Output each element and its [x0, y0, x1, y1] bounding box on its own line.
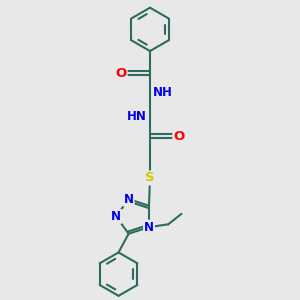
- Text: O: O: [116, 67, 127, 80]
- Text: S: S: [145, 172, 155, 184]
- Text: NH: NH: [153, 86, 173, 99]
- Text: HN: HN: [127, 110, 147, 123]
- Text: N: N: [124, 193, 134, 206]
- Text: N: N: [111, 210, 121, 223]
- Text: N: N: [144, 220, 154, 234]
- Text: O: O: [173, 130, 184, 142]
